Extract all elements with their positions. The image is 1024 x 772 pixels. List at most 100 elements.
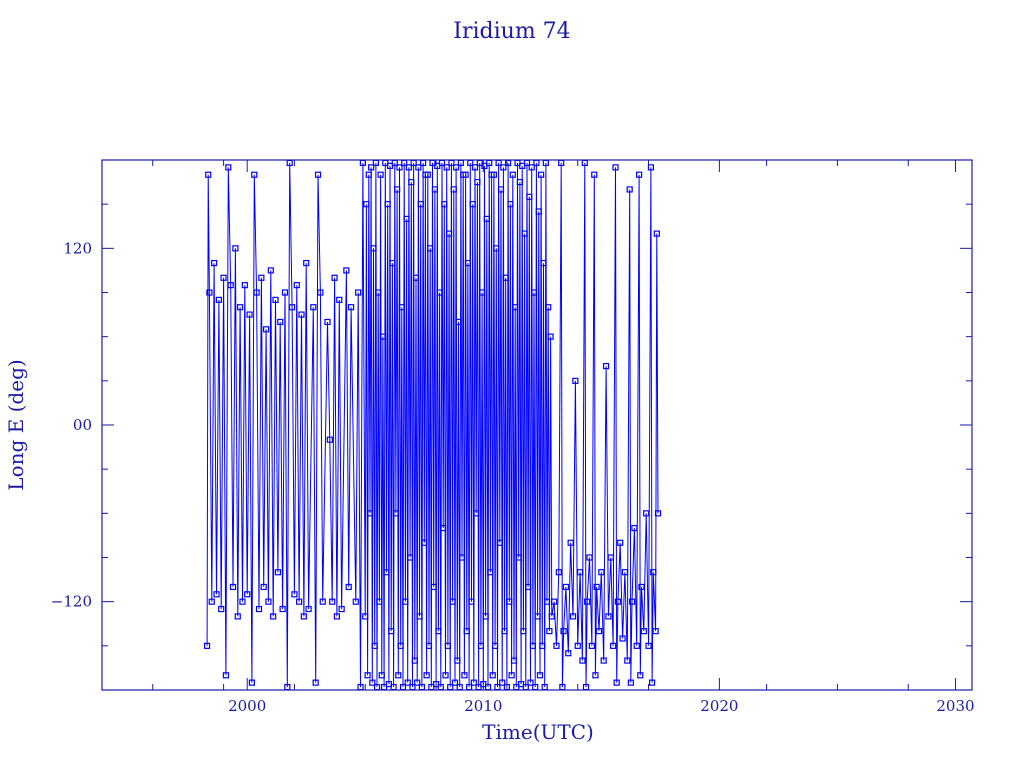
data-point — [355, 289, 362, 296]
data-point — [588, 642, 595, 649]
data-point — [637, 672, 644, 679]
data-point — [490, 171, 498, 178]
data-point — [241, 282, 248, 289]
data-point — [654, 510, 662, 517]
data-point — [405, 164, 413, 171]
data-point — [317, 289, 324, 296]
data-point — [314, 171, 322, 178]
data-point — [333, 613, 341, 620]
data-point — [445, 230, 453, 237]
data-point — [277, 318, 284, 326]
axes: 2000 2010 2020 2030 −120 00 120 — [51, 160, 975, 715]
data-point — [539, 642, 546, 649]
data-point — [496, 539, 503, 546]
data-point — [463, 628, 470, 635]
data-point — [536, 672, 544, 679]
data-point — [607, 554, 614, 561]
data-point — [535, 208, 542, 215]
data-point — [402, 598, 409, 605]
data-point — [487, 569, 494, 576]
data-point — [362, 613, 369, 620]
data-point — [205, 171, 212, 178]
data-point — [567, 539, 574, 546]
data-point — [610, 642, 617, 649]
data-point — [640, 628, 647, 635]
data-point — [621, 569, 629, 576]
data-point — [425, 642, 433, 649]
data-point — [455, 318, 462, 326]
data-point — [376, 598, 383, 605]
data-point — [551, 598, 558, 605]
data-point — [234, 613, 241, 620]
data-point — [368, 164, 375, 171]
data-point — [225, 164, 232, 171]
data-point — [262, 326, 270, 333]
data-point — [338, 605, 345, 613]
data-point — [650, 569, 657, 576]
data-point — [265, 598, 272, 605]
data-point — [260, 583, 267, 591]
data-point — [499, 679, 506, 686]
data-point — [370, 245, 377, 252]
data-point — [454, 657, 461, 664]
data-point — [444, 642, 451, 649]
data-point — [600, 657, 607, 664]
data-point — [267, 267, 274, 274]
data-point — [565, 650, 572, 657]
data-point — [477, 642, 485, 649]
x-tick-label: 2030 — [936, 697, 974, 715]
data-point — [489, 672, 496, 679]
data-point — [417, 201, 424, 208]
data-point — [392, 510, 400, 517]
data-point — [526, 193, 533, 200]
data-point — [253, 289, 260, 296]
data-point — [546, 628, 553, 635]
data-point — [627, 679, 634, 686]
data-point — [493, 245, 500, 252]
data-point — [442, 672, 449, 679]
data-point — [303, 259, 310, 267]
data-point — [593, 583, 600, 591]
data-point — [396, 164, 403, 171]
data-point — [336, 296, 343, 303]
data-point — [296, 598, 303, 605]
data-point — [500, 164, 507, 171]
data-point — [366, 510, 374, 517]
data-point — [408, 178, 415, 186]
data-point — [227, 282, 234, 289]
data-point — [626, 186, 633, 193]
data-point — [528, 164, 535, 171]
y-tick-label: 120 — [63, 239, 92, 257]
data-point — [347, 304, 355, 311]
data-point — [631, 524, 638, 532]
data-point — [525, 583, 532, 591]
data-point — [298, 311, 305, 318]
data-point — [451, 679, 459, 686]
data-point — [239, 598, 246, 605]
data-point — [509, 171, 516, 178]
data-point — [389, 259, 396, 267]
data-point — [319, 598, 326, 605]
data-point — [553, 642, 560, 649]
data-point — [255, 605, 263, 613]
data-point — [515, 554, 522, 561]
data-point — [365, 171, 372, 178]
data-point — [421, 539, 428, 546]
data-point — [628, 598, 636, 605]
data-point — [427, 245, 434, 252]
data-point — [502, 274, 509, 281]
data-point — [605, 613, 612, 620]
data-point — [436, 289, 443, 296]
data-point — [397, 642, 404, 649]
data-point — [403, 215, 410, 222]
data-point — [586, 554, 593, 561]
data-point — [595, 628, 603, 635]
data-point — [633, 642, 640, 649]
x-tick-label: 2010 — [464, 697, 502, 715]
data-point — [352, 598, 359, 605]
data-point — [345, 583, 352, 591]
data-point — [375, 289, 382, 296]
data-point — [331, 274, 338, 281]
data-point — [274, 569, 281, 576]
